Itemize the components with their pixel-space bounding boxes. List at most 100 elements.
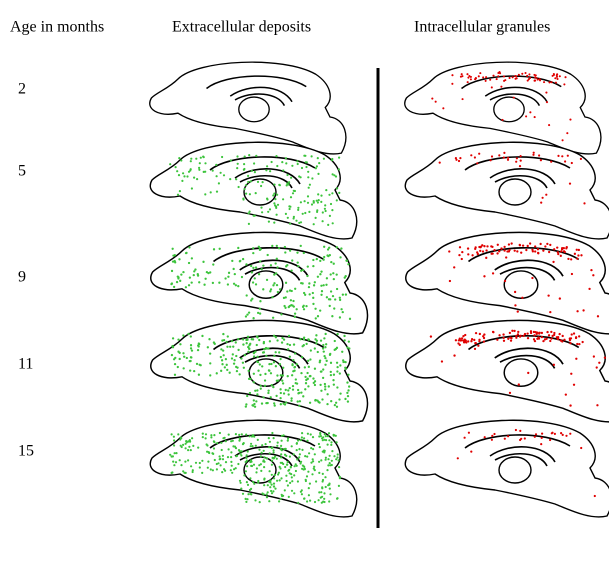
dot xyxy=(278,247,280,249)
dot xyxy=(515,161,517,163)
dot xyxy=(331,159,333,161)
dot xyxy=(273,437,275,439)
dot xyxy=(246,481,248,483)
dot xyxy=(537,79,539,81)
dot xyxy=(198,167,200,169)
dot xyxy=(210,191,212,193)
dot xyxy=(280,498,282,500)
dot xyxy=(297,209,299,211)
dot xyxy=(339,297,341,299)
dot xyxy=(259,385,261,387)
dot xyxy=(334,340,336,342)
dot xyxy=(545,194,547,196)
dot xyxy=(272,386,274,388)
dot xyxy=(183,367,185,369)
dot xyxy=(498,250,500,252)
dot xyxy=(517,333,519,335)
dot xyxy=(231,260,233,262)
dot xyxy=(314,399,316,401)
dot xyxy=(520,155,522,157)
thalamus xyxy=(499,457,531,483)
dot xyxy=(293,366,295,368)
dot xyxy=(262,181,264,183)
dot xyxy=(206,443,208,445)
dot xyxy=(534,340,536,342)
dot xyxy=(173,464,175,466)
dot xyxy=(259,300,261,302)
dot xyxy=(562,434,564,436)
dot xyxy=(206,451,208,453)
dot xyxy=(252,317,254,319)
dot xyxy=(222,350,224,352)
dot xyxy=(295,378,297,380)
dot xyxy=(322,368,324,370)
dot xyxy=(243,474,245,476)
dot xyxy=(172,461,174,463)
dot xyxy=(573,332,575,334)
dot xyxy=(324,433,326,435)
dot xyxy=(245,405,247,407)
dot xyxy=(218,182,220,184)
dot xyxy=(328,385,330,387)
dot xyxy=(476,251,478,253)
dot xyxy=(561,155,563,157)
dot xyxy=(539,79,541,81)
dot xyxy=(280,445,282,447)
dot xyxy=(274,204,276,206)
dot xyxy=(557,338,559,340)
dot xyxy=(507,159,509,161)
dot xyxy=(250,265,252,267)
dot xyxy=(525,249,527,251)
dot xyxy=(314,347,316,349)
dot xyxy=(283,305,285,307)
dot xyxy=(578,335,580,337)
dot xyxy=(206,271,208,273)
dot xyxy=(205,433,207,435)
dot xyxy=(319,359,321,361)
dot xyxy=(315,317,317,319)
dot xyxy=(271,484,273,486)
dot xyxy=(259,501,261,503)
dot xyxy=(182,172,184,174)
dot xyxy=(202,261,204,263)
dot xyxy=(177,338,179,340)
dot xyxy=(230,461,232,463)
dot xyxy=(273,457,275,459)
dot xyxy=(223,354,225,356)
dot xyxy=(246,460,248,462)
dot xyxy=(257,439,259,441)
dot xyxy=(220,464,222,466)
dot xyxy=(198,342,200,344)
dot xyxy=(337,453,339,455)
dot xyxy=(336,273,338,275)
dot xyxy=(268,221,270,223)
brain-section xyxy=(151,320,368,421)
dot xyxy=(246,342,248,344)
dot xyxy=(245,434,247,436)
dot xyxy=(503,249,505,251)
dot xyxy=(556,246,558,248)
dot xyxy=(187,333,189,335)
dot xyxy=(303,308,305,310)
dot xyxy=(339,299,341,301)
dot xyxy=(246,294,248,296)
dot xyxy=(283,297,285,299)
dot xyxy=(529,111,531,113)
dot xyxy=(306,475,308,477)
dot xyxy=(316,165,318,167)
row-label: 5 xyxy=(18,163,26,180)
dot xyxy=(262,460,264,462)
dot xyxy=(305,382,307,384)
dot xyxy=(327,224,329,226)
dot xyxy=(518,74,520,76)
dot xyxy=(219,248,221,250)
dot xyxy=(258,273,260,275)
dot xyxy=(332,379,334,381)
dot xyxy=(319,446,321,448)
dot xyxy=(512,76,514,78)
dot xyxy=(191,281,193,283)
dot xyxy=(516,77,518,79)
dot xyxy=(172,346,174,348)
dot xyxy=(596,404,598,406)
dot xyxy=(197,274,199,276)
